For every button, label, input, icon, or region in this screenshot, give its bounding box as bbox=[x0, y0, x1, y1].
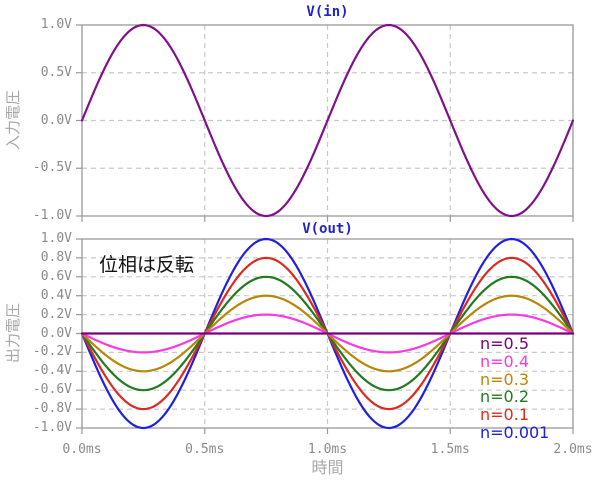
top-chart-title: V(in) bbox=[306, 4, 349, 20]
x-tick-label: 2.0ms bbox=[553, 442, 593, 457]
waveform-curve-V(in) bbox=[80, 23, 575, 218]
bottom-y-axis-label: 出力電圧 bbox=[4, 303, 22, 364]
x-tick-label: 1.5ms bbox=[430, 442, 470, 457]
bottom-chart-title: V(out) bbox=[302, 221, 353, 237]
bottom-y-tick-label: -0.8V bbox=[32, 401, 72, 417]
bottom-y-tick-label: -0.2V bbox=[32, 344, 72, 360]
legend-item-n=0.001: n=0.001 bbox=[480, 423, 550, 442]
x-tick-label: 1.0ms bbox=[307, 442, 348, 457]
x-tick-label: 0.0ms bbox=[62, 442, 102, 457]
bottom-y-tick-label: -0.4V bbox=[32, 363, 72, 379]
top-y-axis-label: 入力電圧 bbox=[4, 90, 22, 151]
bottom-y-tick-label: 0.4V bbox=[40, 287, 72, 303]
legend-item-n=0.4: n=0.4 bbox=[480, 351, 529, 371]
x-tick-label: 0.5ms bbox=[185, 442, 225, 457]
bottom-y-tick-label: 1.0V bbox=[40, 231, 72, 246]
legend-item-n=0.3: n=0.3 bbox=[480, 369, 529, 389]
top-y-tick-label: 1.0V bbox=[40, 17, 72, 32]
bottom-y-tick-label: 0.0V bbox=[40, 325, 72, 341]
legend-item-n=0.2: n=0.2 bbox=[480, 387, 529, 407]
phase-inverted-annotation: 位相は反転 bbox=[99, 254, 195, 276]
bottom-y-tick-label: 0.6V bbox=[40, 268, 72, 284]
top-y-tick-label: 0.0V bbox=[40, 112, 72, 128]
legend-item-n=0.1: n=0.1 bbox=[480, 405, 529, 425]
bottom-y-tick-label: -0.6V bbox=[32, 382, 72, 398]
legend-item-n=0.5: n=0.5 bbox=[480, 334, 529, 353]
top-y-tick-label: -0.5V bbox=[32, 160, 72, 176]
bottom-y-tick-label: 0.8V bbox=[40, 249, 72, 265]
top-y-tick-label: 0.5V bbox=[40, 64, 72, 80]
bottom-y-tick-label: 0.2V bbox=[40, 306, 72, 322]
top-y-tick-label: -1.0V bbox=[32, 208, 72, 223]
bottom-y-tick-label: -1.0V bbox=[32, 420, 72, 435]
x-axis-label: 時間 bbox=[311, 458, 344, 477]
